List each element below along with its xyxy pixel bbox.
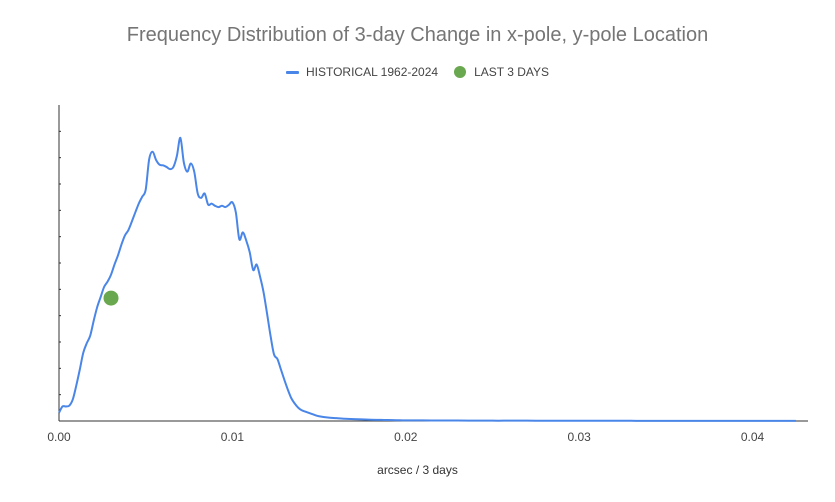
x-tick-label: 0.01 <box>221 430 245 444</box>
legend-line-swatch <box>285 70 299 74</box>
legend-label-last-3-days: LAST 3 DAYS <box>474 65 549 79</box>
legend-item-historical[interactable]: HISTORICAL 1962-2024 <box>285 65 439 79</box>
x-axis-label: arcsec / 3 days <box>377 463 458 477</box>
chart-title: Frequency Distribution of 3-day Change i… <box>126 24 709 46</box>
x-tick-label: 0.02 <box>394 430 418 444</box>
x-tick-label: 0.00 <box>47 430 71 444</box>
legend-item-last-3-days[interactable]: LAST 3 DAYS <box>454 65 549 79</box>
legend-label-historical: HISTORICAL 1962-2024 <box>305 65 439 79</box>
x-tick-label: 0.03 <box>567 430 591 444</box>
legend: HISTORICAL 1962-2024 LAST 3 DAYS <box>0 65 835 79</box>
series-line-historical <box>58 136 796 422</box>
series-point-last-3-days <box>103 290 119 306</box>
legend-dot-swatch <box>454 66 467 78</box>
x-tick-label: 0.04 <box>741 430 765 444</box>
